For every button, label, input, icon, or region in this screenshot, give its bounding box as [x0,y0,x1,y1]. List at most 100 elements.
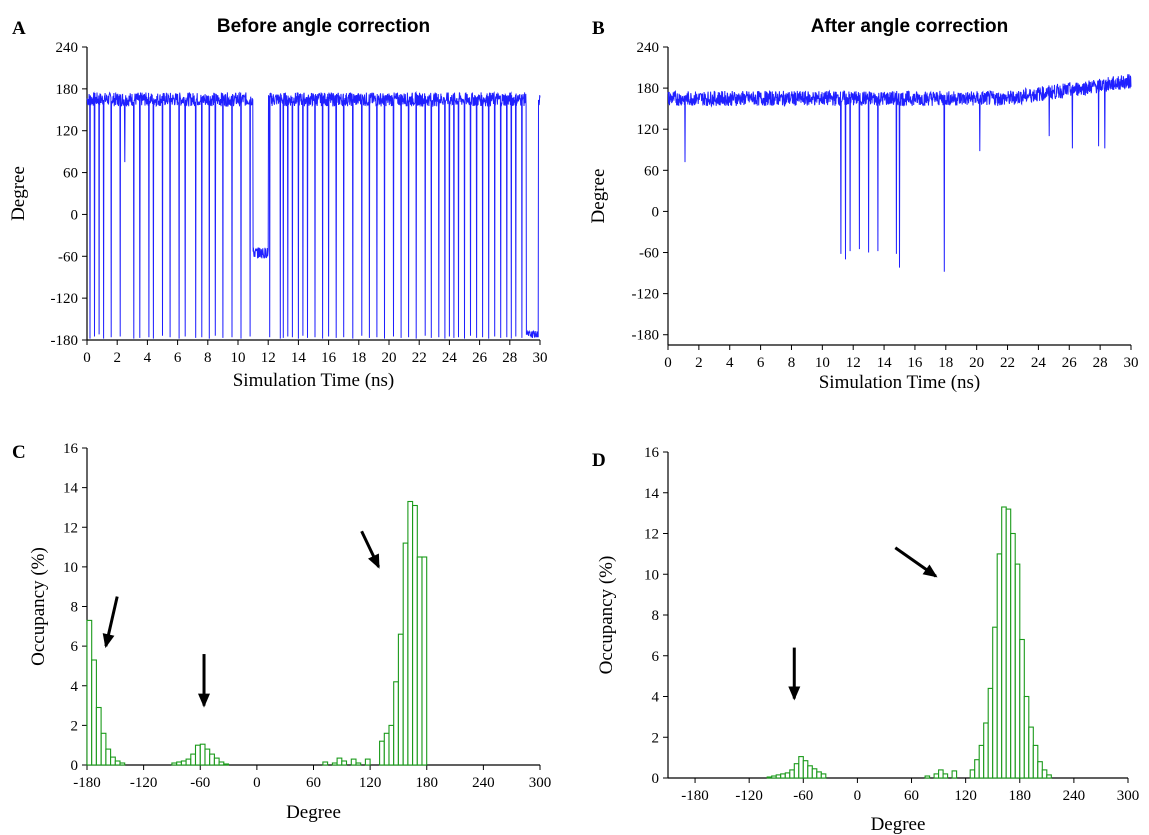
histogram-bar [1037,761,1043,779]
histogram-bar [1019,638,1025,779]
histogram-bar [996,553,1003,779]
histogram-bar [209,753,215,766]
histogram-bar [185,758,192,766]
histogram-bar [95,706,102,766]
x-tick-label: 4 [726,355,734,371]
x-axis-label: Simulation Time (ns) [819,372,981,393]
y-tick-label: 6 [71,639,79,655]
histogram-bar [379,740,385,766]
x-tick-label: 300 [1117,788,1140,804]
y-tick-label: -120 [51,291,79,307]
histogram-bar [1005,508,1012,779]
x-tick-label: 28 [1093,355,1108,371]
y-tick-label: 4 [71,679,79,695]
x-tick-label: 14 [877,355,893,371]
y-tick-label: 10 [63,560,78,576]
x-tick-label: 120 [954,788,977,804]
y-tick-label: 0 [71,207,79,223]
histogram-bar [204,748,211,766]
y-tick-label: 60 [644,163,659,179]
x-tick-label: -120 [735,788,763,804]
histogram-bar [820,773,827,779]
y-tick-label: 2 [71,718,79,734]
y-tick-label: -60 [639,246,659,262]
histogram-bar [983,722,989,779]
histogram-bar [86,619,93,766]
histogram-bar [402,542,409,766]
annotation-arrow [788,647,801,701]
annotation-arrow [894,546,938,578]
panel-letter: C [12,442,26,463]
x-tick-label: -60 [793,788,813,804]
histogram-bar [924,775,931,779]
y-tick-label: 180 [637,81,660,97]
y-tick-label: 240 [56,40,79,56]
y-tick-label: 4 [652,690,660,706]
histogram-bar [793,763,800,779]
histogram-bar [199,743,206,766]
panel-letter: A [12,18,26,39]
histogram-bar [978,744,985,779]
y-tick-label: 240 [637,40,660,56]
histogram-bar [987,687,994,779]
x-tick-label: 180 [416,775,439,791]
x-tick-label: 8 [204,350,212,366]
y-tick-label: -180 [51,333,79,349]
histogram-bars [86,500,428,766]
x-tick-label: 30 [1124,355,1139,371]
histogram-bar [1028,726,1034,779]
histogram-bar [407,500,414,766]
y-tick-label: 14 [644,486,660,502]
panel-d: 0 2 4 6 8 10 12 14 16 -180 -120 -60 0 60 120 180 240 300 D… [592,445,1139,835]
panel-c: 0 2 4 6 8 10 12 14 16 -180 -120 -60 0 60 120 180 240 300 D… [12,441,551,823]
histogram-bar [119,762,126,766]
histogram-bar [110,756,116,766]
x-tick-label: 0 [664,355,672,371]
x-tick-label: 16 [907,355,923,371]
histogram-bar [1014,563,1021,779]
y-tick-label: 16 [63,441,79,457]
y-tick-label: -180 [632,328,660,344]
histogram-bar [780,773,786,779]
series-line [667,74,1132,272]
x-tick-label: 180 [1009,788,1032,804]
panel-letter: D [592,450,606,471]
x-tick-label: 20 [382,350,397,366]
y-tick-label: 10 [644,567,659,583]
y-tick-label: 8 [652,608,660,624]
histogram-bar [91,659,97,766]
y-tick-label: -120 [632,287,660,303]
x-tick-label: 10 [231,350,246,366]
x-tick-label: 22 [1000,355,1015,371]
x-tick-label: -180 [681,788,709,804]
x-tick-label: 30 [533,350,548,366]
histogram-bar [218,761,225,766]
x-tick-label: 0 [83,350,91,366]
y-axis-label: Degree [588,169,609,224]
x-tick-label: 12 [261,350,276,366]
x-tick-label: 6 [757,355,765,371]
annotation-arrow [360,530,380,569]
histogram-bar [105,748,112,766]
histogram-bar [336,757,343,766]
histogram-bar [816,771,822,779]
x-tick-label: 60 [306,775,321,791]
chart-title: Before angle correction [217,16,430,37]
histogram-bar [811,768,818,779]
x-tick-label: 300 [529,775,552,791]
histogram-bar [938,769,944,779]
histogram-bar [1041,769,1048,779]
histogram-bars [766,506,1052,779]
x-tick-label: 0 [253,775,261,791]
x-tick-label: 240 [1063,788,1086,804]
x-tick-label: 12 [846,355,861,371]
y-tick-label: 120 [637,122,660,138]
histogram-bar [784,772,791,779]
histogram-bar [364,758,371,766]
histogram-bar [933,773,940,779]
y-tick-label: -60 [58,249,78,265]
y-tick-label: 60 [63,166,78,182]
x-tick-label: -60 [190,775,210,791]
histogram-bar [341,760,348,766]
x-axis-label: Degree [286,802,341,823]
